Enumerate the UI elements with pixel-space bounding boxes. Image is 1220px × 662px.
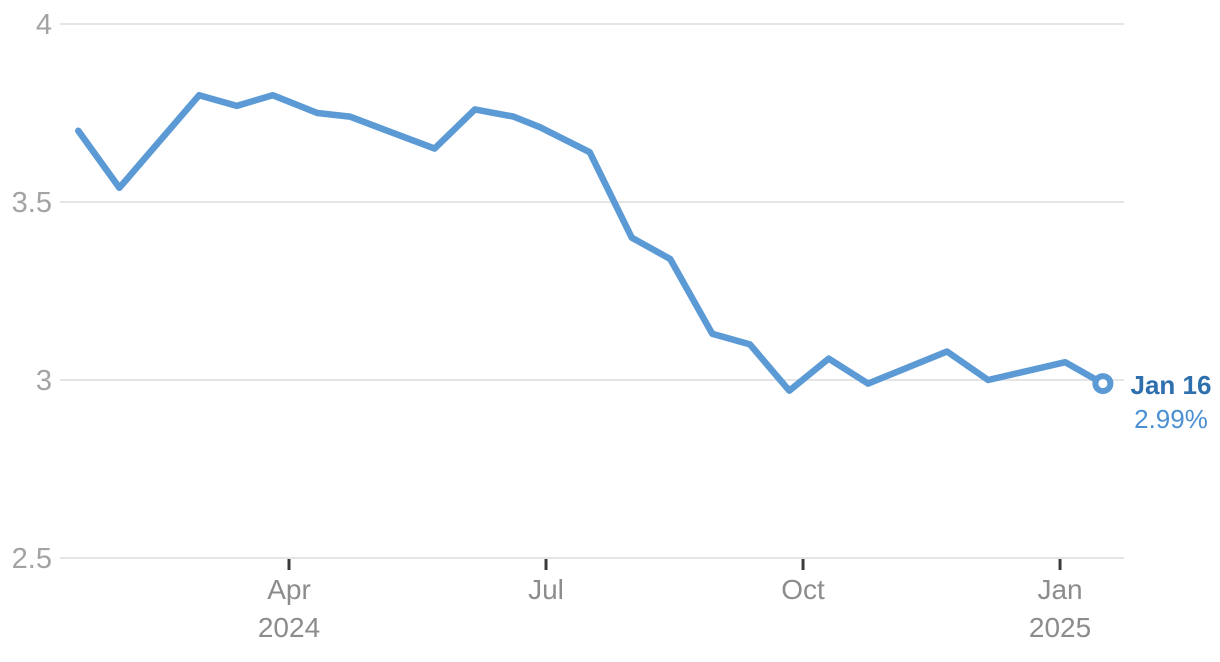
last-point-date: Jan 16 [1130, 370, 1212, 400]
x-axis-label-month: Oct [781, 574, 825, 605]
y-axis-label: 2.5 [12, 543, 52, 575]
last-point-value: 2.99% [1134, 404, 1208, 434]
x-axis-label-month: Jan [1037, 574, 1082, 605]
x-axis-label-year: 2025 [1029, 612, 1091, 643]
y-axis-label: 3 [36, 365, 52, 397]
last-point-label: Jan 16 2.99% [1119, 368, 1220, 436]
last-point-marker [1092, 373, 1114, 395]
x-axis-label-month: Apr [267, 574, 311, 605]
data-line [75, 91, 1107, 394]
y-axis-label: 3.5 [12, 187, 52, 219]
x-axis-label-year: 2024 [258, 612, 320, 643]
x-axis-label-month: Jul [528, 574, 564, 605]
y-axis-label: 4 [36, 9, 52, 41]
